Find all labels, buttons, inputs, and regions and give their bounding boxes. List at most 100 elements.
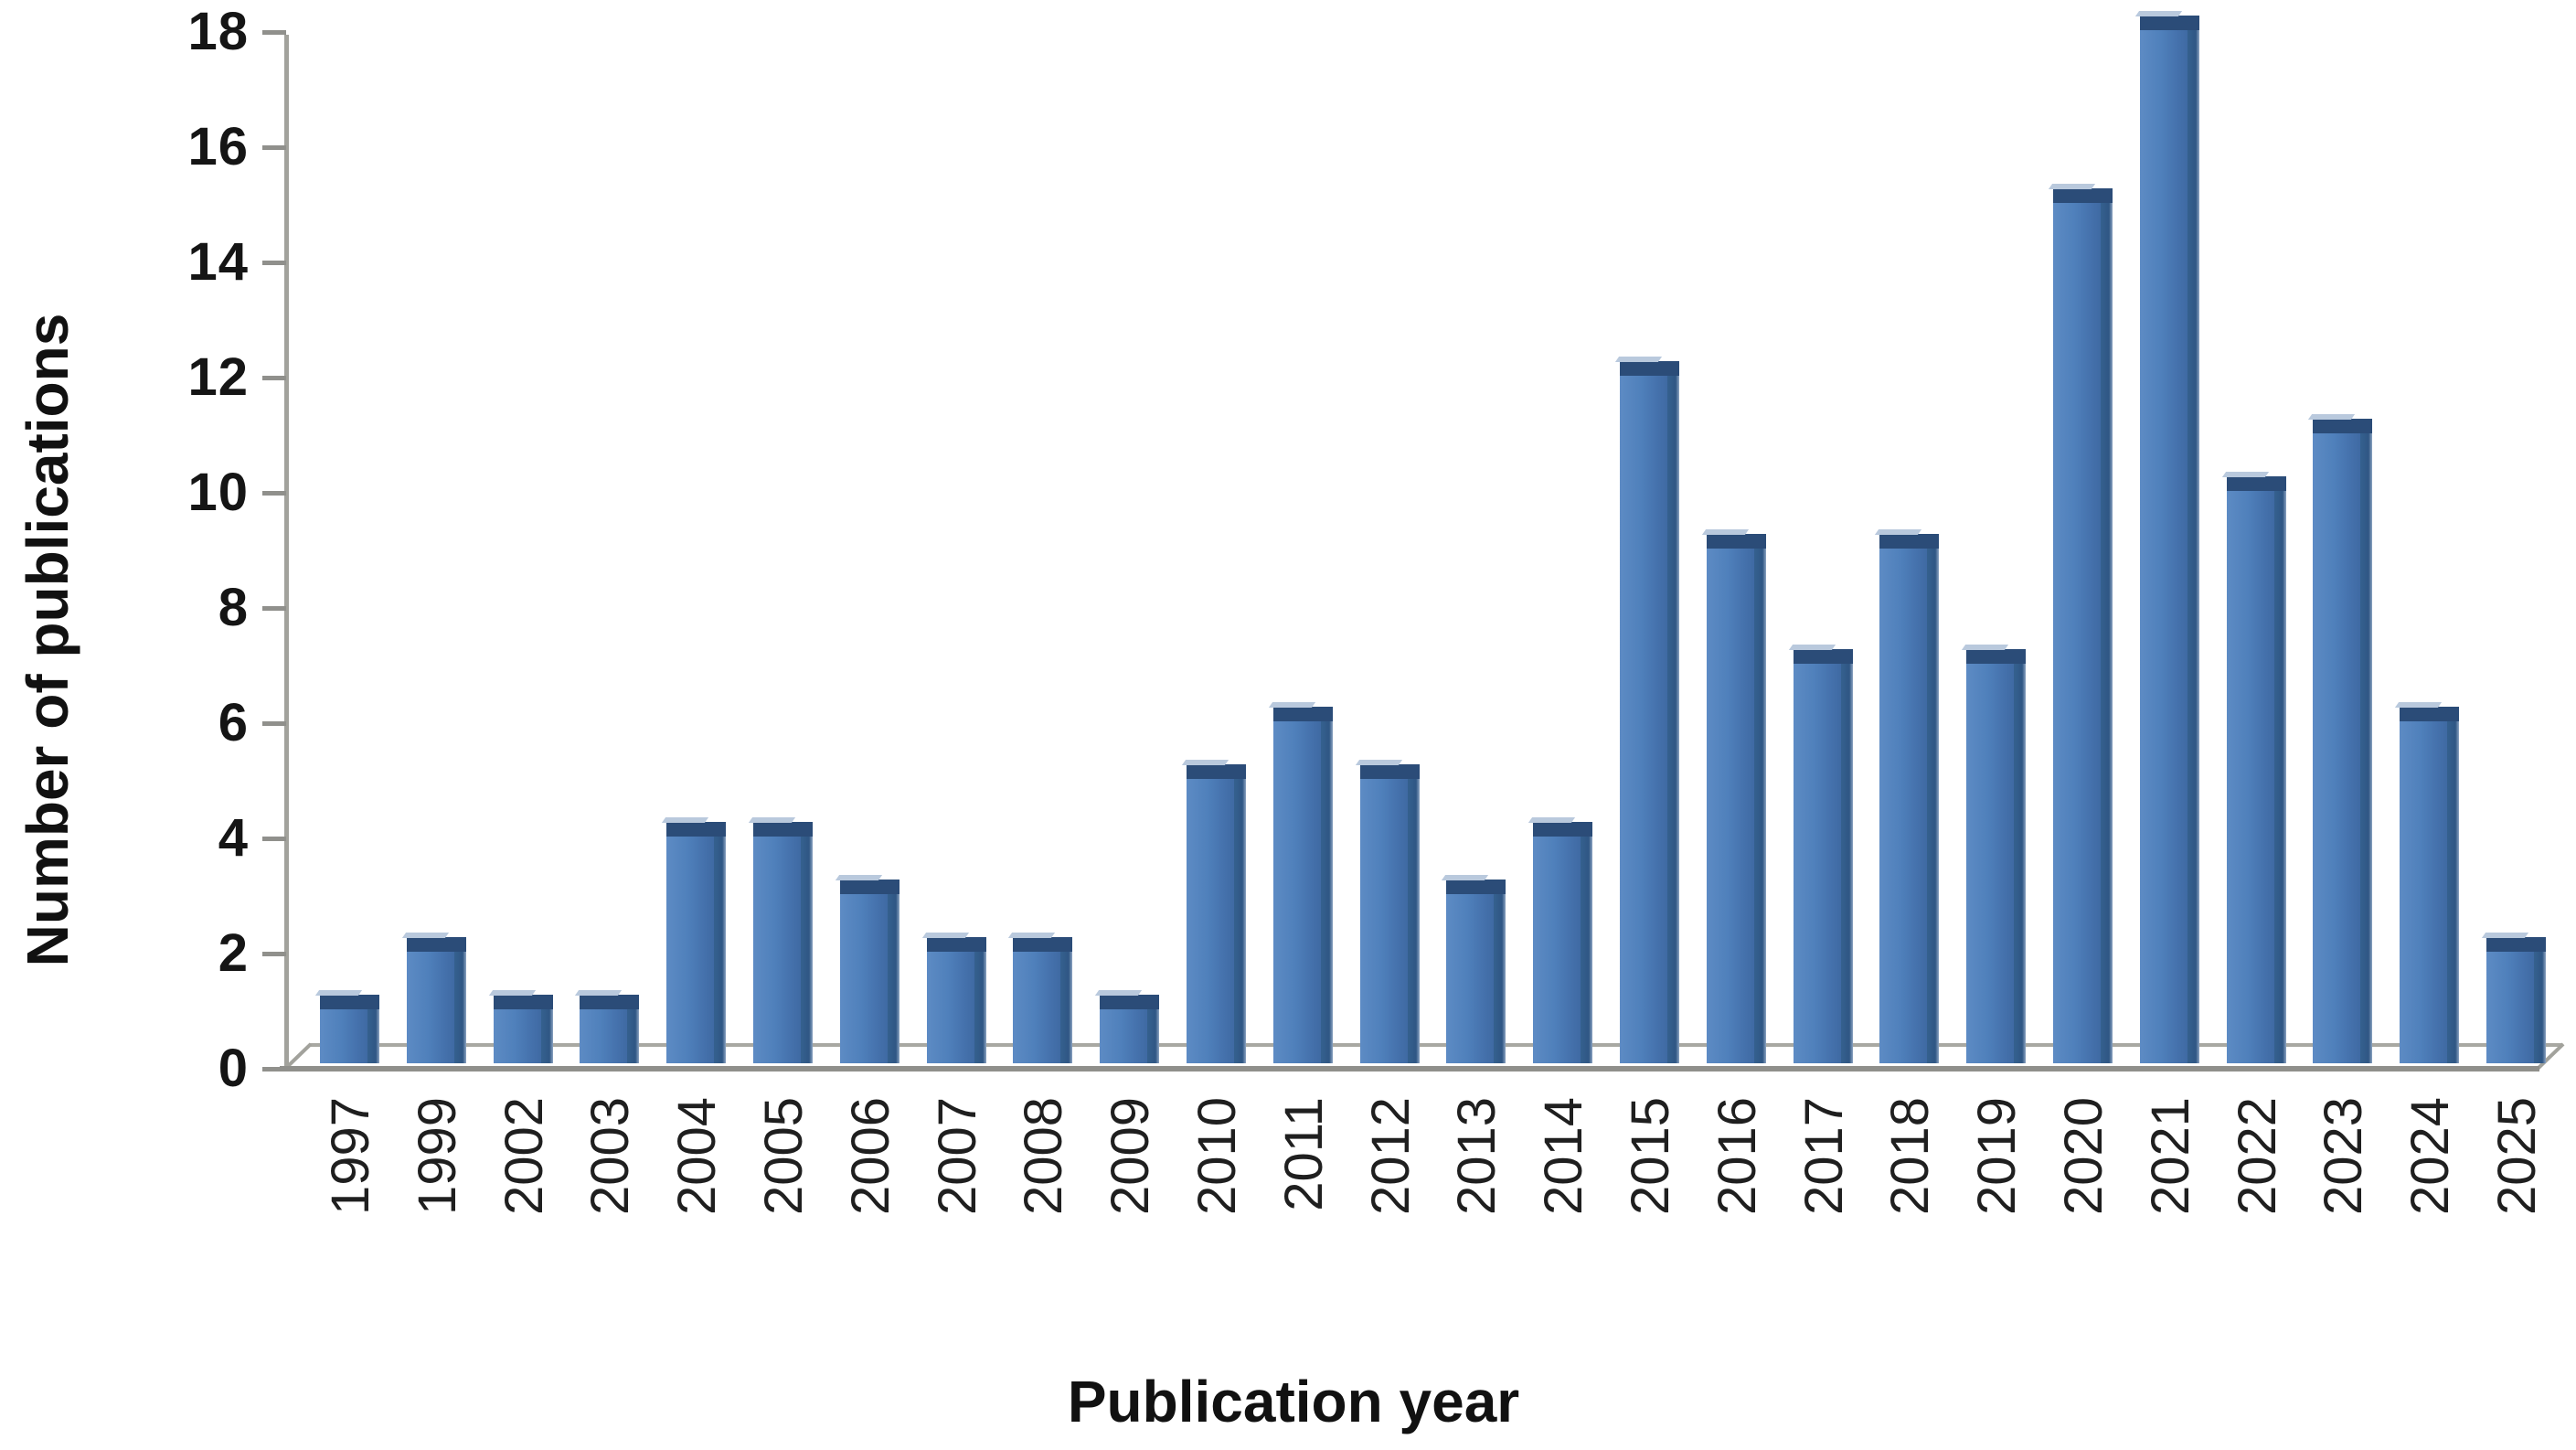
bar-top-face [1875, 529, 1940, 549]
bar-top-face [662, 817, 727, 837]
x-tick-label-2017: 2017 [1794, 1097, 1854, 1216]
bar-side-face [1147, 1008, 1160, 1063]
bar-top-face [1008, 933, 1073, 952]
bar-front-face [1966, 662, 2015, 1063]
y-tick-mark [262, 721, 286, 726]
x-tick-label-1999: 1999 [407, 1097, 467, 1216]
bar-side-face [1840, 662, 1853, 1063]
bar-front-face [493, 1008, 541, 1063]
bar-side-face [887, 892, 899, 1063]
bar-top-highlight [2395, 702, 2443, 708]
x-tick-label-2010: 2010 [1187, 1097, 1247, 1216]
bar-top-highlight [1528, 817, 1576, 823]
y-tick-label: 2 [218, 923, 249, 983]
bar-front-face [1533, 835, 1581, 1063]
bar-side-face [714, 835, 727, 1063]
bar-top-highlight [748, 817, 795, 823]
bar-front-face [1013, 950, 1061, 1063]
bar-top-face [575, 990, 640, 1009]
bar-2006 [835, 875, 899, 1063]
bar-top-face [401, 933, 466, 952]
bar-top-highlight [575, 990, 623, 996]
bar-top-highlight [2134, 11, 2182, 16]
bar-side-face [1060, 950, 1073, 1063]
bar-1997 [314, 990, 379, 1063]
bar-2022 [2221, 472, 2286, 1063]
bar-front-face [926, 950, 974, 1063]
bar-2008 [1008, 933, 1073, 1063]
bar-top-face [2395, 702, 2460, 721]
bar-top-highlight [921, 933, 969, 938]
x-tick-label-2022: 2022 [2227, 1097, 2287, 1216]
bar-side-face [2273, 489, 2286, 1063]
bar-top-highlight [1181, 760, 1229, 765]
bar-front-face [1187, 777, 1234, 1063]
bar-side-face [540, 1008, 553, 1063]
x-tick-label-2008: 2008 [1014, 1097, 1074, 1216]
bar-top-face [2308, 414, 2373, 433]
floor-back-line [309, 1043, 2562, 1047]
bar-top-face [1268, 702, 1333, 721]
bar-side-face [974, 950, 986, 1063]
bar-side-face [1234, 777, 1246, 1063]
bar-front-face [406, 950, 454, 1063]
x-tick-label-2006: 2006 [840, 1097, 900, 1216]
bar-2002 [488, 990, 553, 1063]
x-tick-label-2020: 2020 [2054, 1097, 2113, 1216]
y-tick-mark [262, 491, 286, 496]
bar-2021 [2134, 11, 2199, 1063]
bar-top-highlight [2048, 184, 2095, 189]
bar-front-face [2139, 28, 2187, 1063]
x-tick-label-1997: 1997 [321, 1097, 380, 1216]
x-tick-label-2016: 2016 [1707, 1097, 1767, 1216]
bar-top-highlight [1268, 702, 1315, 708]
bar-2003 [575, 990, 640, 1063]
bar-2015 [1614, 357, 1679, 1063]
bar-2017 [1788, 645, 1853, 1063]
bar-2012 [1355, 760, 1420, 1063]
bar-side-face [2447, 720, 2460, 1063]
bar-front-face [1272, 720, 1321, 1063]
y-tick-mark [262, 837, 286, 841]
x-tick-label-2009: 2009 [1101, 1097, 1161, 1216]
bar-top-highlight [488, 990, 536, 996]
y-tick-mark [262, 376, 286, 380]
bar-2007 [921, 933, 986, 1063]
bar-side-face [1667, 374, 1679, 1063]
bar-top-highlight [314, 990, 362, 996]
bar-2004 [662, 817, 727, 1063]
x-tick-label-2015: 2015 [1621, 1097, 1680, 1216]
floor-front-line [280, 1066, 2539, 1072]
x-tick-label-2023: 2023 [2314, 1097, 2374, 1216]
bar-side-face [2187, 28, 2199, 1063]
x-tick-label-2018: 2018 [1880, 1097, 1941, 1216]
bar-top-face [1962, 645, 2027, 664]
bar-top-highlight [2308, 414, 2356, 420]
x-tick-label-2019: 2019 [1967, 1097, 2028, 1216]
bar-top-face [1788, 645, 1853, 664]
x-tick-label-2021: 2021 [2140, 1097, 2200, 1216]
y-tick-label: 4 [218, 808, 249, 868]
bar-side-face [2101, 201, 2113, 1063]
bar-side-face [1581, 835, 1593, 1063]
bar-top-highlight [662, 817, 709, 823]
bar-front-face [666, 835, 715, 1063]
y-tick-label: 12 [187, 347, 249, 407]
bar-top-highlight [1701, 529, 1749, 535]
y-tick-label: 16 [187, 117, 249, 176]
bar-front-face [2226, 489, 2274, 1063]
bar-top-highlight [835, 875, 882, 880]
bar-front-face [753, 835, 801, 1063]
bar-top-face [1614, 357, 1679, 376]
bar-front-face [2486, 950, 2534, 1063]
y-tick-label: 8 [218, 578, 249, 637]
bar-top-face [2048, 184, 2113, 203]
bar-top-highlight [401, 933, 449, 938]
bar-side-face [367, 1008, 379, 1063]
bar-top-highlight [1008, 933, 1056, 938]
bar-2023 [2308, 414, 2373, 1063]
bar-side-face [2360, 432, 2373, 1063]
x-tick-label-2012: 2012 [1360, 1097, 1421, 1216]
bar-side-face [2014, 662, 2027, 1063]
bar-2010 [1181, 760, 1246, 1063]
